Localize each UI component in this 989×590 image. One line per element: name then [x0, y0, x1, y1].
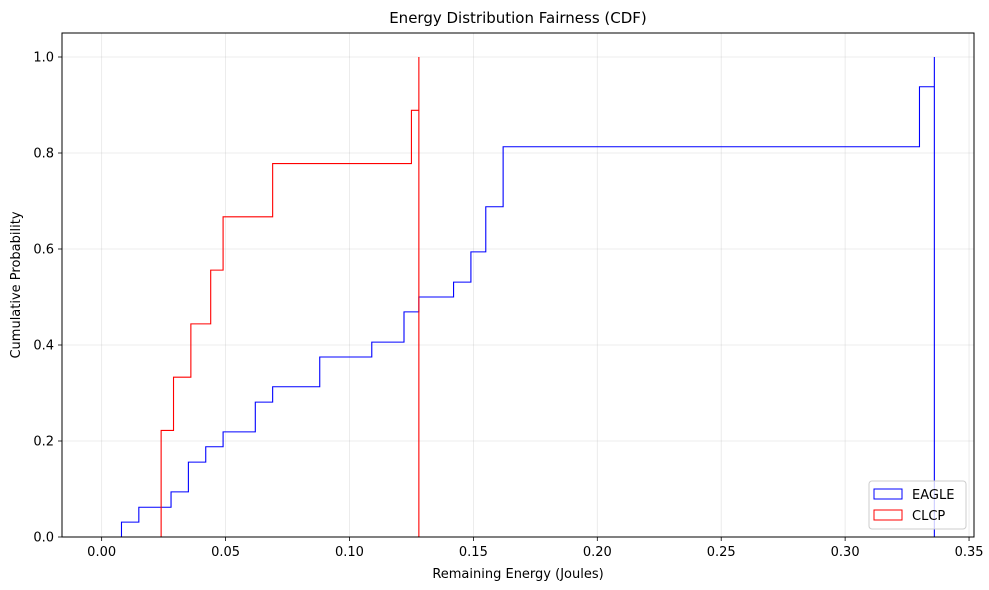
legend-label-clcp: CLCP — [912, 509, 945, 524]
series-layer — [104, 57, 935, 538]
y-tick-label: 0.2 — [33, 435, 54, 450]
legend-swatch-eagle — [873, 488, 903, 500]
y-tick-label: 0.4 — [33, 339, 54, 354]
x-tick-label: 0.10 — [335, 545, 364, 560]
x-tick-label: 0.00 — [87, 545, 116, 560]
legend-swatch-clcp — [873, 509, 903, 521]
axis-ticks: 0.00 0.05 0.10 0.15 0.20 0.25 0.30 0.35 0.0 0.2 0.… — [33, 51, 983, 561]
grid-lines — [62, 33, 974, 538]
legend: EAGLE CLCP — [868, 480, 967, 530]
series-line-eagle — [106, 57, 935, 538]
series-line-clcp — [104, 57, 420, 538]
x-tick-label: 0.20 — [583, 545, 612, 560]
x-axis-label: Remaining Energy (Joules) — [432, 567, 603, 582]
x-tick-label: 0.35 — [955, 545, 984, 560]
chart-title: Energy Distribution Fairness (CDF) — [389, 9, 647, 27]
x-tick-label: 0.30 — [831, 545, 860, 560]
y-tick-label: 0.0 — [33, 531, 54, 546]
y-axis-label: Cumulative Probability — [9, 211, 24, 358]
legend-label-eagle: EAGLE — [912, 488, 954, 503]
legend-box — [868, 480, 967, 530]
plot-frame — [61, 32, 975, 538]
x-tick-label: 0.15 — [459, 545, 488, 560]
y-tick-label: 0.6 — [33, 243, 54, 258]
x-tick-label: 0.05 — [211, 545, 240, 560]
y-tick-label: 0.8 — [33, 147, 54, 162]
x-tick-label: 0.25 — [707, 545, 736, 560]
y-tick-label: 1.0 — [33, 51, 54, 66]
